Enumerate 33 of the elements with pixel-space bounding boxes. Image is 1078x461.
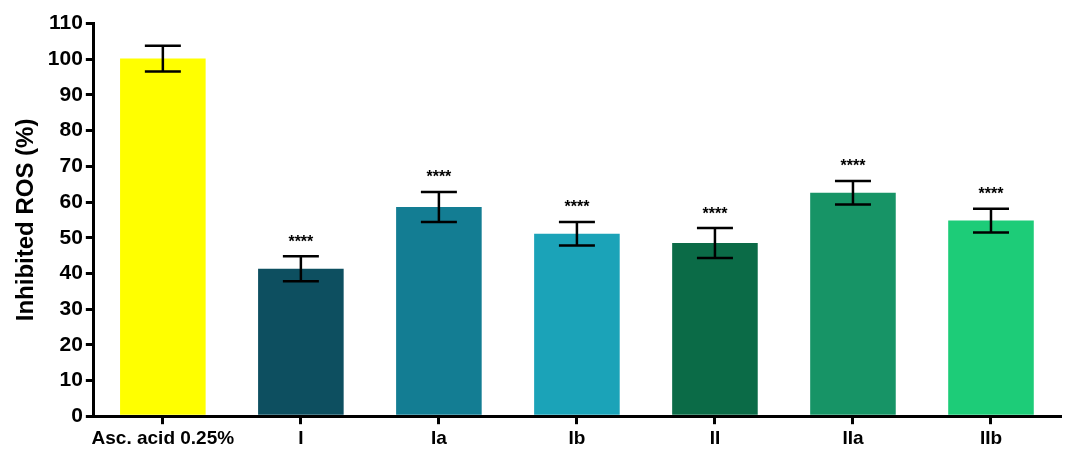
annotation: **** — [702, 204, 729, 222]
y-tick-label: 0 — [71, 403, 83, 426]
x-tick-label: Ia — [430, 426, 448, 448]
bar — [534, 233, 620, 415]
bar — [258, 268, 344, 415]
annotation: **** — [426, 168, 453, 186]
bar — [948, 220, 1034, 415]
y-tick-label: 100 — [47, 46, 83, 70]
bar — [396, 207, 482, 415]
annotation: **** — [288, 232, 315, 250]
x-tick-label: II — [709, 426, 721, 448]
y-tick-label: 80 — [59, 117, 83, 141]
y-tick-label: 40 — [59, 260, 83, 284]
x-tick-label: Ib — [568, 426, 586, 448]
y-tick-label: 70 — [59, 153, 83, 177]
x-tick-label: I — [298, 426, 304, 448]
y-tick-label: 50 — [59, 224, 83, 248]
y-tick-label: 30 — [59, 295, 83, 319]
bar — [672, 243, 758, 415]
y-tick-label: 110 — [48, 10, 83, 34]
y-tick-label: 60 — [59, 188, 83, 212]
y-axis-title: Inhibited ROS (%) — [11, 118, 39, 322]
bar — [810, 192, 896, 415]
annotation: **** — [840, 157, 867, 175]
y-tick-label: 10 — [59, 367, 83, 391]
bar — [120, 58, 206, 415]
x-tick-label: Asc. acid 0.25% — [91, 426, 235, 448]
annotation: **** — [564, 198, 591, 216]
x-tick-label: IIa — [842, 426, 864, 448]
x-tick-label: IIb — [979, 426, 1003, 448]
annotation: **** — [978, 185, 1005, 203]
y-tick-label: 20 — [59, 331, 83, 355]
y-tick-label: 90 — [59, 81, 83, 105]
